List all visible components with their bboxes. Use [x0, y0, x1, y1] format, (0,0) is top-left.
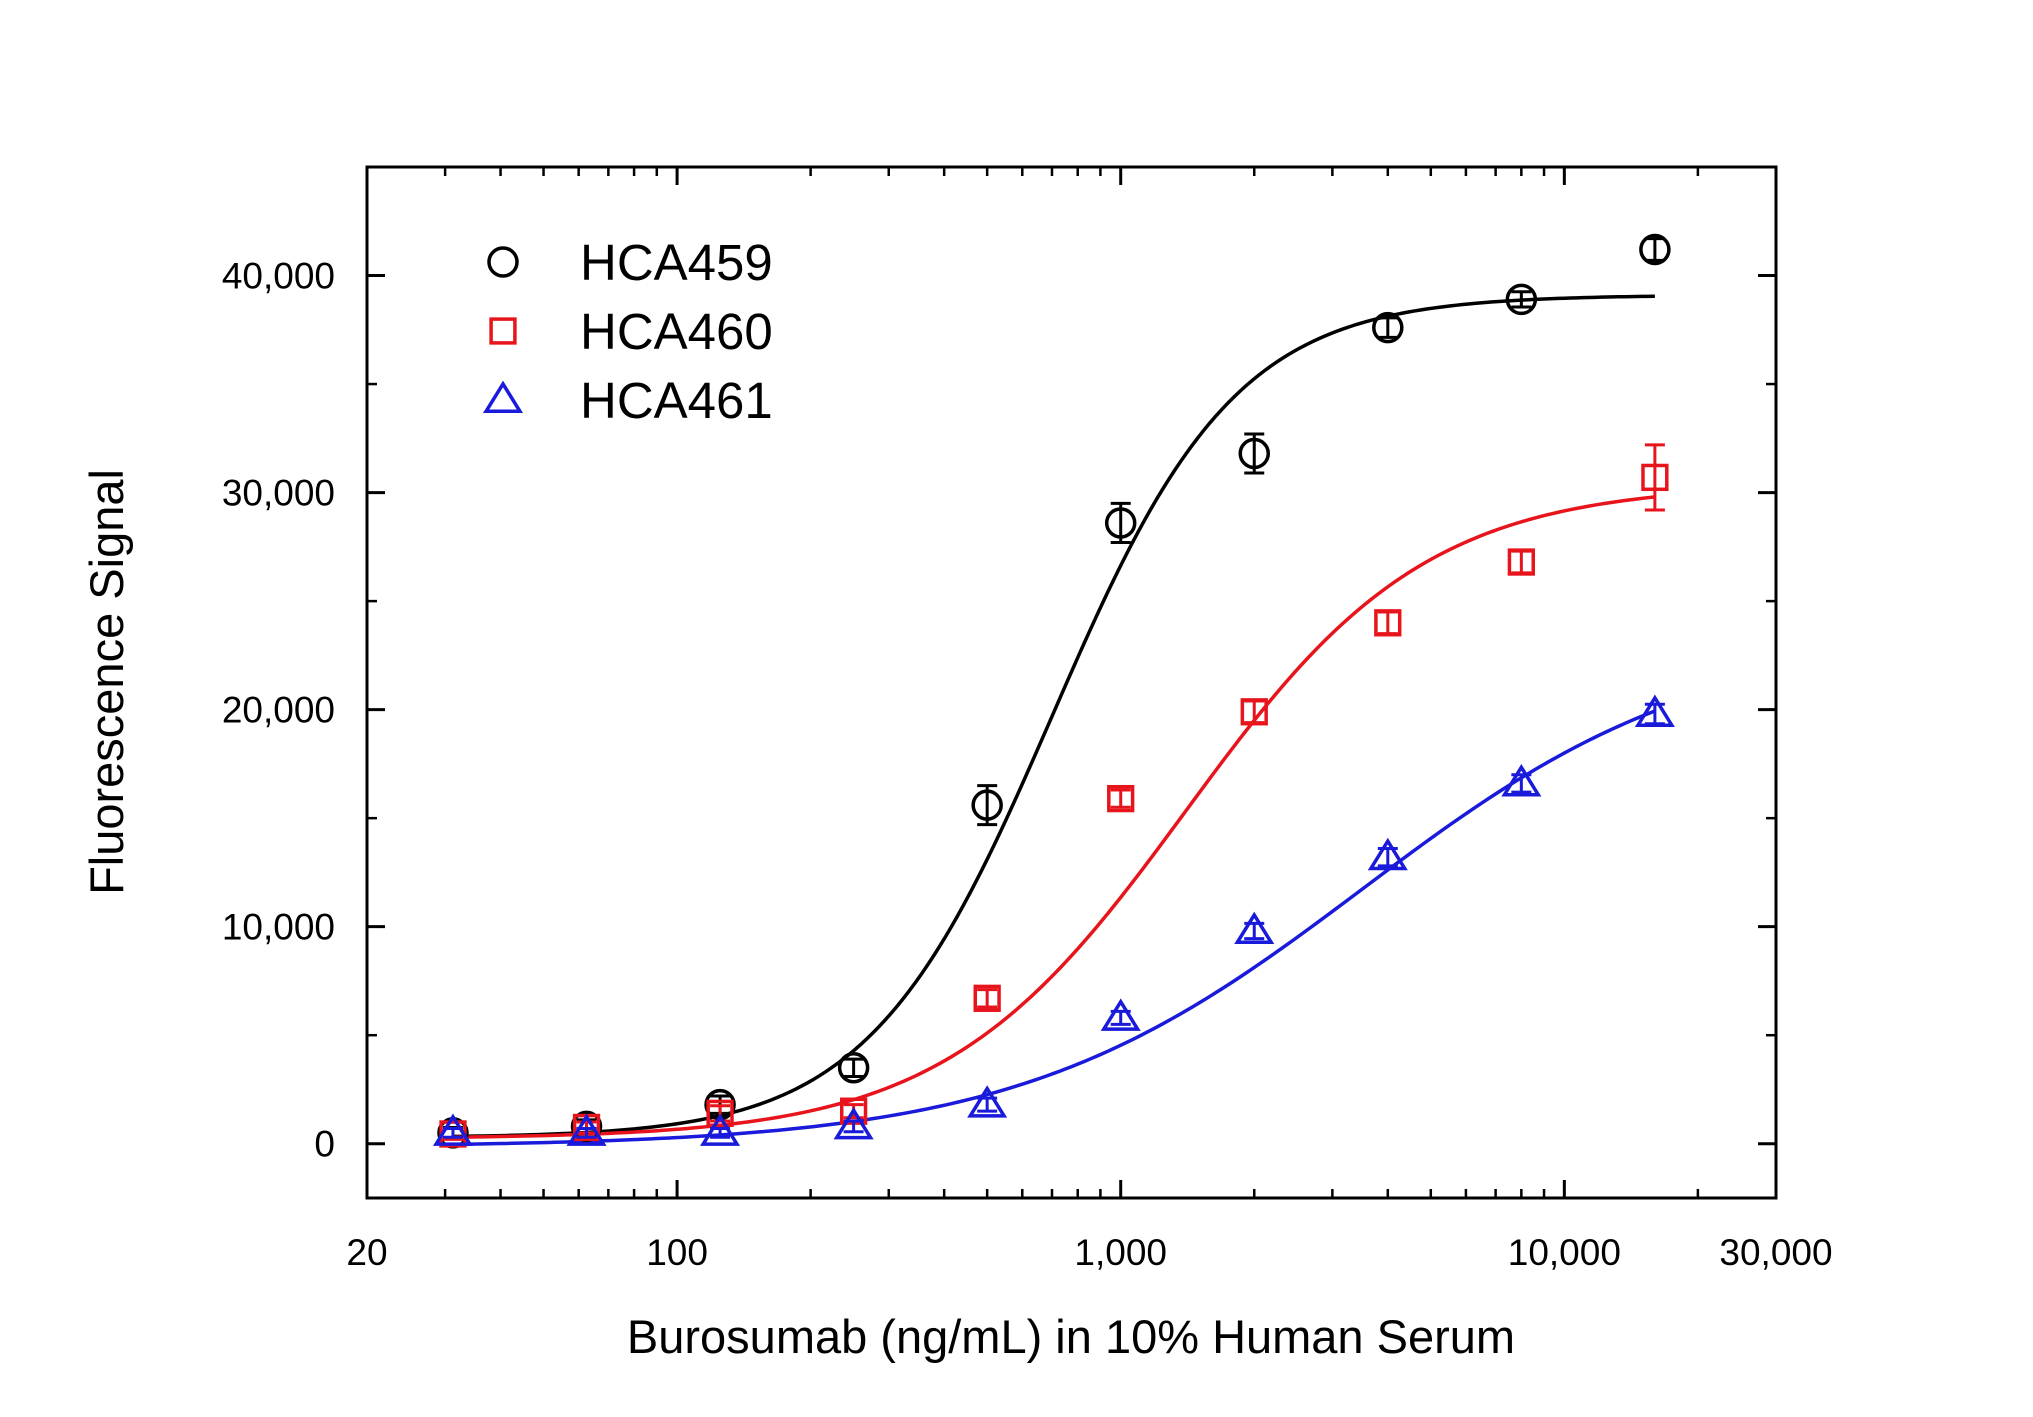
data-point: [1107, 784, 1135, 813]
x-tick-label: 10,000: [1508, 1232, 1621, 1273]
data-point: [971, 789, 1003, 821]
data-point: [700, 1113, 741, 1146]
y-tick-label: 20,000: [222, 690, 335, 731]
data-point: [1639, 233, 1671, 266]
y-axis-title: Fluorescence Signal: [80, 469, 133, 895]
data-point: [566, 1113, 607, 1146]
legend-label: HCA460: [580, 303, 773, 360]
x-tick-label: 100: [646, 1232, 708, 1273]
data-points-layer: [432, 233, 1675, 1149]
y-tick-label: 0: [314, 1124, 335, 1165]
fit-curve-hca461: [452, 709, 1656, 1147]
x-axis-title: Burosumab (ng/mL) in 10% Human Serum: [627, 1310, 1515, 1363]
legend-item-hca461: HCA461: [482, 372, 773, 429]
legend-label: HCA461: [580, 372, 773, 429]
fit-curve-hca460: [452, 495, 1656, 1139]
series-hca461: [432, 694, 1675, 1146]
plot-area-frame: [365, 165, 1778, 1200]
data-point: [833, 1106, 874, 1140]
data-point: [706, 1099, 734, 1127]
y-tick-label: 40,000: [222, 256, 335, 297]
legend-item-hca460: HCA460: [489, 303, 773, 360]
data-point: [432, 1113, 474, 1146]
y-tick-label: 30,000: [222, 473, 335, 514]
data-point: [973, 984, 1001, 1012]
chart-legend: HCA459 HCA460 HCA461: [482, 234, 773, 429]
y-axis-tick-labels: 0 10,000 20,000 30,000 40,000: [222, 256, 335, 1165]
legend-marker: [489, 317, 517, 345]
x-tick-label: 30,000: [1719, 1232, 1832, 1273]
series-hca460: [439, 443, 1669, 1148]
data-point: [1238, 437, 1271, 470]
data-point: [1634, 694, 1675, 727]
data-point: [967, 1085, 1008, 1118]
data-point: [1367, 837, 1408, 871]
data-point: [1501, 763, 1542, 797]
data-point: [837, 1052, 870, 1084]
data-point: [1507, 548, 1535, 576]
data-point: [1374, 609, 1402, 637]
legend-item-hca459: HCA459: [487, 234, 773, 291]
x-axis-tick-labels: 20 100 1,000 10,000 30,000: [346, 1232, 1832, 1273]
data-point: [1372, 311, 1404, 344]
legend-marker: [487, 246, 519, 278]
legend-marker: [482, 380, 524, 414]
data-point: [1104, 507, 1137, 539]
data-point: [1240, 698, 1268, 726]
data-point: [1234, 911, 1275, 945]
data-point: [1505, 283, 1538, 316]
data-point: [1641, 463, 1669, 492]
fit-curves-layer: [452, 294, 1656, 1147]
legend-label: HCA459: [580, 234, 773, 291]
data-point: [1100, 998, 1141, 1031]
fit-curve-hca459: [452, 294, 1655, 1139]
x-tick-label: 20: [346, 1232, 387, 1273]
tick-marks-layer: [367, 165, 1776, 1198]
x-tick-label: 1,000: [1074, 1232, 1167, 1273]
y-tick-label: 10,000: [222, 907, 335, 948]
